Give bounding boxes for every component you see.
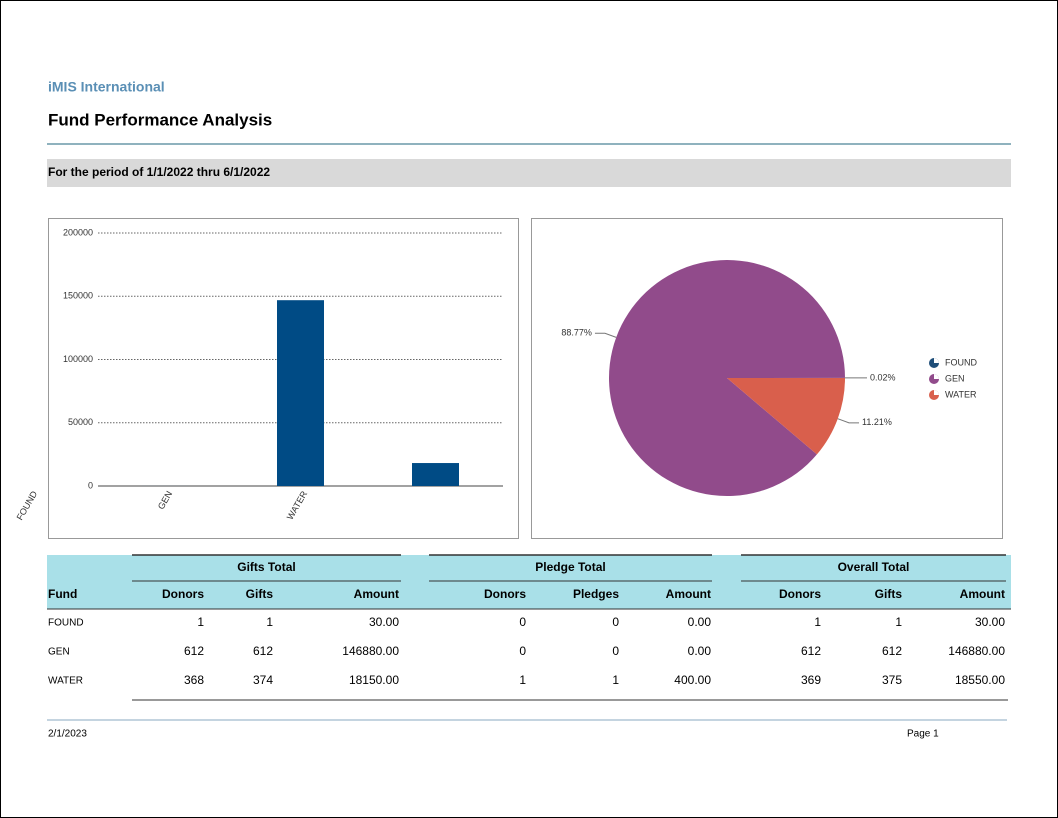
organization: iMIS International xyxy=(48,79,165,95)
column-header: Amount xyxy=(960,587,1005,601)
bar xyxy=(412,463,459,486)
period-band xyxy=(47,159,1011,187)
legend-swatch-cut xyxy=(934,390,939,395)
table-cell: 0 xyxy=(612,615,619,629)
table-cell: 612 xyxy=(882,644,902,658)
bar xyxy=(277,300,324,486)
legend-label: FOUND xyxy=(945,357,977,367)
leader-line xyxy=(594,332,617,338)
table-cell: 146880.00 xyxy=(342,644,399,658)
y-tick-label: 100000 xyxy=(63,354,93,364)
table-cell: 18150.00 xyxy=(349,673,399,687)
table-cell: 612 xyxy=(184,644,204,658)
table-cell: 1 xyxy=(612,673,619,687)
table-cell: 369 xyxy=(801,673,821,687)
pie-slice xyxy=(727,378,845,455)
group-header: Pledge Total xyxy=(535,560,605,574)
y-tick-label: 0 xyxy=(88,480,93,490)
data-label: 88.77% xyxy=(561,328,592,338)
table-cell: 0 xyxy=(519,644,526,658)
table-cell: 0 xyxy=(519,615,526,629)
period: For the period of 1/1/2022 thru 6/1/2022 xyxy=(48,165,270,179)
table-cell: 0.00 xyxy=(688,644,712,658)
table-cell: 375 xyxy=(882,673,902,687)
group-header: Gifts Total xyxy=(237,560,295,574)
data-label: 0.02% xyxy=(870,372,896,382)
table-cell: 400.00 xyxy=(674,673,711,687)
bar-chart-frame xyxy=(48,218,519,539)
y-tick-label: 200000 xyxy=(63,227,93,237)
table-cell: 1 xyxy=(266,615,273,629)
data-label: 11.21% xyxy=(862,417,892,427)
table-cell: 612 xyxy=(253,644,273,658)
column-header: Fund xyxy=(48,587,77,601)
table-cell: FOUND xyxy=(48,618,84,629)
footer-date: 2/1/2023 xyxy=(48,729,87,740)
column-header: Donors xyxy=(779,587,821,601)
leader-line xyxy=(837,418,860,424)
legend-swatch-cut xyxy=(934,358,939,363)
table-cell: 1 xyxy=(519,673,526,687)
table-cell: 1 xyxy=(197,615,204,629)
table-cell: 0 xyxy=(612,644,619,658)
table-cell: 368 xyxy=(184,673,204,687)
report-title: Fund Performance Analysis xyxy=(48,110,272,129)
legend-swatch-cut xyxy=(934,374,939,379)
column-header: Amount xyxy=(354,587,399,601)
legend-label: WATER xyxy=(945,389,977,399)
table-cell: GEN xyxy=(48,647,70,658)
column-header: Pledges xyxy=(573,587,619,601)
table-cell: WATER xyxy=(48,676,83,687)
pie-chart-frame xyxy=(531,218,1003,539)
table-cell: 30.00 xyxy=(369,615,399,629)
column-header: Amount xyxy=(666,587,711,601)
table-cell: 18550.00 xyxy=(955,673,1005,687)
pie-slice xyxy=(609,260,845,496)
column-header: Gifts xyxy=(875,587,903,601)
column-header: Donors xyxy=(484,587,526,601)
table-cell: 146880.00 xyxy=(948,644,1005,658)
table-cell: 1 xyxy=(895,615,902,629)
table-cell: 1 xyxy=(814,615,821,629)
group-header: Overall Total xyxy=(838,560,910,574)
table-header-band xyxy=(47,555,1011,609)
footer-page: Page 1 xyxy=(907,729,939,740)
legend-label: GEN xyxy=(945,373,965,383)
table-cell: 374 xyxy=(253,673,273,687)
y-tick-label: 50000 xyxy=(68,417,93,427)
column-header: Donors xyxy=(162,587,204,601)
table-cell: 30.00 xyxy=(975,615,1005,629)
table-cell: 0.00 xyxy=(688,615,712,629)
column-header: Gifts xyxy=(246,587,274,601)
y-tick-label: 150000 xyxy=(63,291,93,301)
table-cell: 612 xyxy=(801,644,821,658)
